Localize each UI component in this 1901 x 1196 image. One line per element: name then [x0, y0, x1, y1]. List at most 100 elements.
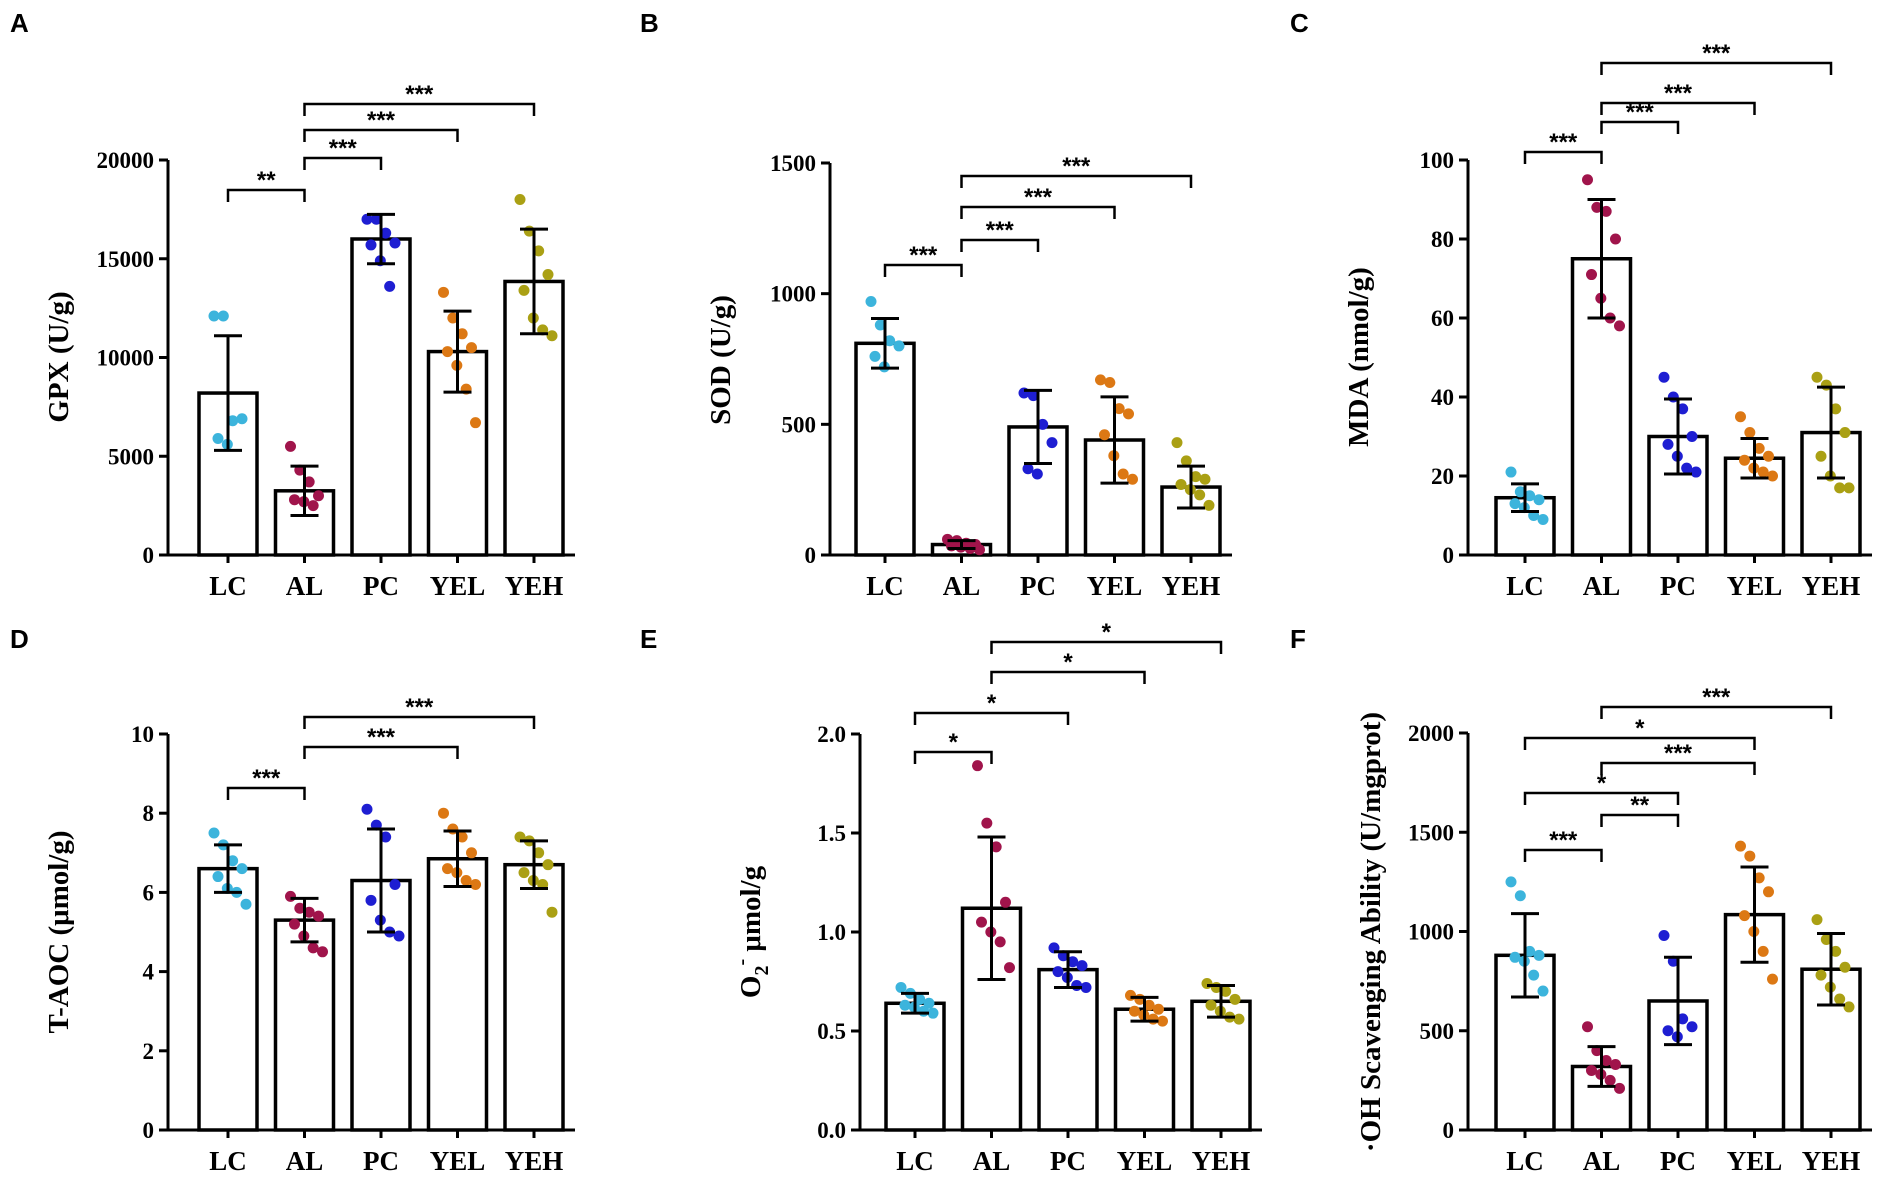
bar-LC — [854, 341, 916, 557]
significance-bracket: ** — [226, 167, 306, 202]
bar-YEL — [426, 856, 489, 1132]
category-label-YEH: YEH — [505, 1146, 564, 1176]
data-point-LC — [1533, 494, 1545, 506]
significance-label: * — [1635, 715, 1645, 742]
data-point-YEL — [1113, 403, 1125, 415]
data-point-PC — [365, 239, 377, 251]
data-point-AL — [1586, 1064, 1597, 1076]
data-point-YEL — [1117, 468, 1129, 480]
data-point-LC — [899, 999, 911, 1011]
data-point-LC — [918, 1005, 930, 1017]
significance-label: * — [987, 690, 997, 717]
category-label-YEH: YEH — [1802, 1146, 1861, 1176]
y-tick-label: 40 — [1431, 385, 1454, 410]
data-point-PC — [1080, 981, 1092, 993]
y-axis-label: O2- μmol/g — [731, 865, 773, 998]
data-point-YEH — [1220, 985, 1232, 997]
data-point-AL — [1610, 1058, 1621, 1070]
data-point-AL — [1614, 320, 1625, 332]
data-point-PC — [1686, 1021, 1698, 1033]
data-point-PC — [370, 213, 382, 225]
data-point-LC — [217, 310, 229, 322]
significance-label: *** — [1702, 40, 1731, 67]
data-point-YEL — [1735, 411, 1746, 423]
category-label-PC: PC — [363, 1146, 399, 1176]
significance-bracket: *** — [226, 765, 306, 800]
significance-bracket: *** — [303, 81, 536, 116]
bracket-line — [990, 640, 1223, 654]
data-point-LC — [895, 981, 907, 993]
y-tick-label: 500 — [782, 412, 817, 437]
data-point-YEH — [1205, 999, 1217, 1011]
data-point-PC — [361, 803, 373, 815]
significance-label: *** — [1549, 129, 1578, 156]
data-point-AL — [990, 841, 1002, 853]
category-label-LC: LC — [896, 1146, 934, 1176]
y-tick-label: 10000 — [97, 346, 155, 371]
bar-PC — [1037, 967, 1099, 1132]
bracket-line — [1600, 61, 1833, 75]
data-point-YEL — [470, 878, 481, 890]
data-point-PC — [1022, 463, 1034, 475]
data-point-AL — [285, 890, 296, 902]
data-point-AL — [976, 916, 987, 928]
data-point-YEH — [533, 245, 545, 257]
data-point-YEL — [1099, 429, 1110, 441]
data-point-PC — [1027, 390, 1039, 402]
data-point-YEL — [1153, 1003, 1164, 1015]
category-label-AL: AL — [943, 571, 981, 601]
data-point-AL — [981, 817, 993, 829]
category-label-PC: PC — [363, 571, 399, 601]
panel-B: B 0 500 1000 1500 SOD (U/g) LC AL PC YEL YEH *** ***… — [640, 8, 1232, 601]
data-point-YEL — [1143, 999, 1155, 1011]
y-tick-label: 2.0 — [817, 722, 846, 747]
data-point-LC — [227, 415, 239, 427]
data-point-LC — [927, 1007, 939, 1019]
data-point-LC — [1537, 985, 1549, 997]
data-point-PC — [1686, 431, 1698, 442]
data-point-AL — [303, 906, 315, 918]
data-point-YEL — [460, 875, 472, 887]
data-point-YEL — [1763, 886, 1774, 898]
data-point-YEL — [1767, 973, 1778, 985]
data-point-YEH — [518, 284, 530, 296]
y-tick-label: 0 — [805, 543, 817, 568]
category-label-LC: LC — [209, 1146, 247, 1176]
significance-bracket: * — [1523, 770, 1680, 805]
data-point-YEL — [1739, 454, 1750, 466]
y-tick-label: 1.5 — [817, 821, 846, 846]
data-point-AL — [317, 946, 328, 958]
category-label-YEH: YEH — [1192, 1146, 1251, 1176]
data-point-YEH — [1199, 473, 1211, 485]
data-point-AL — [285, 440, 296, 452]
bar-YEL — [1113, 1007, 1176, 1132]
category-label-LC: LC — [1506, 1146, 1544, 1176]
data-point-YEL — [1095, 374, 1106, 386]
bracket-line — [1600, 761, 1756, 775]
data-point-YEH — [1203, 499, 1215, 511]
data-point-YEH — [546, 330, 558, 342]
data-point-YEL — [466, 847, 477, 859]
y-tick-label: 20000 — [97, 148, 155, 173]
data-point-AL — [974, 544, 985, 556]
bar-LC — [884, 1001, 946, 1132]
bracket-line — [303, 102, 536, 116]
bracket-line — [1600, 705, 1833, 719]
significance-label: *** — [405, 81, 434, 108]
category-label-YEH: YEH — [1162, 571, 1221, 601]
data-point-YEH — [1194, 489, 1206, 501]
y-tick-label: 0 — [143, 1118, 155, 1143]
y-tick-label: 20 — [1431, 464, 1454, 489]
significance-label: *** — [329, 135, 358, 162]
panel-C: C 0 20 40 60 80 100 MDA (nmol/g) LC AL PC YEL YEH ***… — [1290, 8, 1872, 601]
data-point-YEH — [514, 194, 526, 205]
bracket-line — [1523, 150, 1603, 164]
data-point-YEH — [533, 847, 545, 859]
category-label-YEH: YEH — [505, 571, 564, 601]
bracket-line — [960, 205, 1116, 219]
data-point-YEH — [1175, 478, 1187, 490]
y-tick-label: 80 — [1431, 227, 1454, 252]
category-label-YEL: YEL — [1117, 1146, 1173, 1176]
data-point-YEL — [470, 417, 481, 429]
significance-label: * — [1063, 649, 1073, 676]
